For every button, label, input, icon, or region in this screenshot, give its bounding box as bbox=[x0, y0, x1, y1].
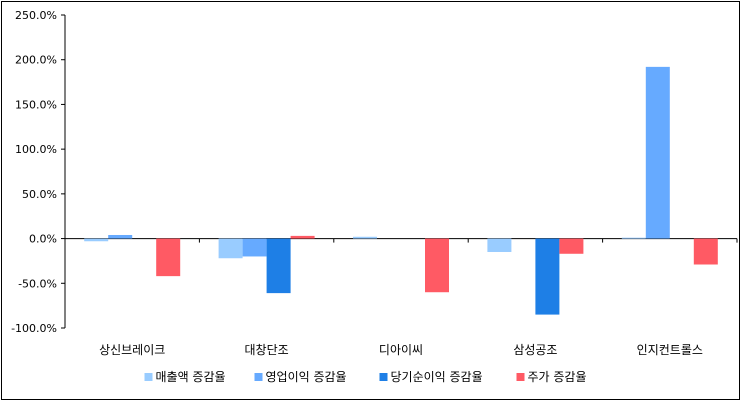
bar bbox=[156, 238, 181, 277]
y-tick-label: 150.0% bbox=[15, 98, 57, 111]
category-label: 디아이씨 bbox=[379, 343, 423, 357]
category-label: 인지컨트롤스 bbox=[637, 343, 703, 357]
y-tick-label: 0.0% bbox=[29, 233, 57, 246]
bar bbox=[290, 235, 315, 239]
legend-swatch bbox=[254, 373, 263, 381]
y-tick-label: -100.0% bbox=[11, 322, 57, 335]
y-tick-label: -50.0% bbox=[18, 277, 57, 290]
chart-legend: 매출액 증감율 영업이익 증감율 당기순이익 증감율 주가 증감율 bbox=[144, 370, 587, 384]
chart-bars bbox=[84, 66, 718, 315]
bar bbox=[645, 66, 670, 239]
chart-axes: -100.0% -50.0% 0.0% 50.0% 100.0% 150.0% 200.0%… bbox=[11, 9, 738, 357]
legend-label: 매출액 증감율 bbox=[156, 370, 226, 384]
legend-swatch bbox=[379, 373, 388, 381]
legend-swatch bbox=[144, 373, 153, 381]
y-tick-label: 100.0% bbox=[15, 143, 57, 156]
category-label: 상신브레이크 bbox=[99, 343, 165, 357]
bar bbox=[218, 238, 243, 259]
legend-label: 영업이익 증감율 bbox=[266, 370, 347, 384]
legend-label: 주가 증감율 bbox=[528, 370, 587, 384]
bar bbox=[535, 238, 560, 315]
bar bbox=[487, 238, 512, 252]
bar bbox=[108, 234, 133, 239]
category-label: 대창단조 bbox=[245, 343, 289, 357]
bar bbox=[84, 238, 109, 242]
bar bbox=[621, 237, 646, 239]
bar bbox=[353, 236, 377, 239]
bar bbox=[559, 238, 584, 254]
y-tick-label: 50.0% bbox=[22, 188, 57, 201]
y-tick-label: 250.0% bbox=[15, 9, 57, 22]
bar bbox=[693, 238, 718, 265]
bar bbox=[242, 238, 267, 257]
y-tick-label: 200.0% bbox=[15, 54, 57, 67]
bar bbox=[425, 238, 449, 293]
legend-swatch bbox=[516, 373, 525, 381]
legend-label: 당기순이익 증감율 bbox=[391, 370, 483, 384]
bar bbox=[266, 238, 291, 294]
category-label: 삼성공조 bbox=[513, 343, 557, 357]
